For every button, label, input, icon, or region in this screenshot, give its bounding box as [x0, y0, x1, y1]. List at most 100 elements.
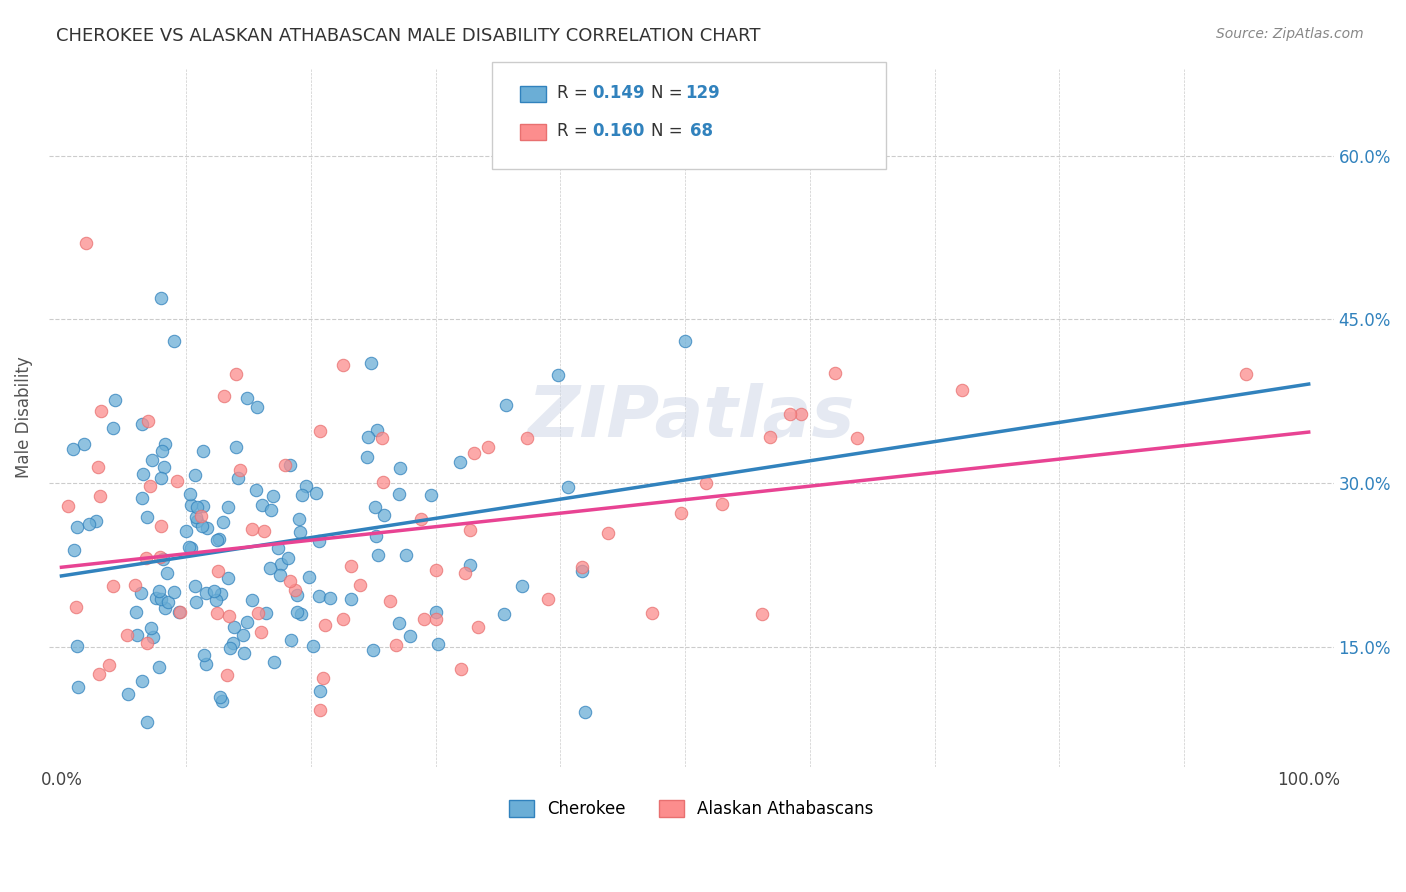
- Alaskan Athabascans: [845, 431, 868, 445]
- Cherokee: [245, 483, 267, 497]
- Cherokee: [240, 593, 263, 607]
- Alaskan Athabascans: [218, 609, 240, 624]
- Cherokee: [233, 647, 256, 661]
- Alaskan Athabascans: [65, 599, 87, 614]
- Alaskan Athabascans: [124, 578, 146, 592]
- Cherokee: [285, 588, 308, 602]
- Cherokee: [104, 393, 127, 408]
- Cherokee: [62, 542, 84, 557]
- Cherokee: [131, 491, 153, 506]
- Cherokee: [141, 621, 163, 635]
- Cherokee: [360, 356, 382, 370]
- Alaskan Athabascans: [477, 441, 499, 455]
- Cherokee: [180, 498, 202, 512]
- Alaskan Athabascans: [135, 635, 157, 649]
- Text: R =: R =: [557, 122, 593, 140]
- Cherokee: [837, 149, 859, 163]
- Cherokee: [363, 642, 385, 657]
- Cherokee: [149, 592, 172, 607]
- Alaskan Athabascans: [380, 593, 402, 607]
- Alaskan Athabascans: [308, 703, 330, 717]
- Alaskan Athabascans: [169, 605, 191, 619]
- Cherokee: [136, 714, 159, 729]
- Alaskan Athabascans: [312, 671, 335, 685]
- Cherokee: [186, 500, 208, 514]
- Alaskan Athabascans: [711, 497, 734, 511]
- Alaskan Athabascans: [332, 358, 354, 372]
- Cherokee: [356, 450, 378, 465]
- Cherokee: [136, 510, 159, 524]
- Alaskan Athabascans: [101, 579, 124, 593]
- Alaskan Athabascans: [90, 403, 112, 417]
- Cherokee: [156, 594, 179, 608]
- Cherokee: [495, 398, 517, 412]
- Alaskan Athabascans: [314, 618, 336, 632]
- Cherokee: [260, 502, 283, 516]
- Cherokee: [226, 471, 249, 485]
- Cherokee: [387, 487, 409, 501]
- Cherokee: [277, 550, 299, 565]
- Alaskan Athabascans: [240, 522, 263, 536]
- Cherokee: [73, 436, 96, 450]
- Cherokee: [183, 468, 205, 483]
- Alaskan Athabascans: [135, 551, 157, 566]
- Cherokee: [191, 519, 214, 533]
- Alaskan Athabascans: [349, 578, 371, 592]
- Cherokee: [145, 591, 167, 605]
- Cherokee: [364, 500, 387, 514]
- Cherokee: [295, 478, 318, 492]
- Cherokee: [280, 633, 302, 648]
- Cherokee: [208, 532, 231, 546]
- Cherokee: [141, 453, 163, 467]
- Alaskan Athabascans: [75, 235, 97, 250]
- Cherokee: [194, 657, 217, 671]
- Cherokee: [208, 690, 231, 704]
- Alaskan Athabascans: [409, 512, 432, 526]
- Cherokee: [149, 471, 172, 485]
- Alaskan Athabascans: [371, 431, 394, 445]
- Alaskan Athabascans: [139, 478, 162, 492]
- Cherokee: [319, 591, 342, 605]
- Alaskan Athabascans: [454, 566, 477, 581]
- Cherokee: [163, 584, 186, 599]
- Cherokee: [222, 620, 245, 634]
- Alaskan Athabascans: [87, 460, 110, 475]
- Alaskan Athabascans: [87, 666, 110, 681]
- Cherokee: [202, 583, 225, 598]
- Cherokee: [66, 639, 89, 653]
- Cherokee: [395, 548, 418, 562]
- Cherokee: [259, 561, 281, 575]
- Alaskan Athabascans: [98, 657, 121, 672]
- Alaskan Athabascans: [212, 389, 235, 403]
- Alaskan Athabascans: [229, 463, 252, 477]
- Cherokee: [510, 579, 533, 593]
- Cherokee: [425, 605, 447, 619]
- Cherokee: [217, 571, 239, 585]
- Alaskan Athabascans: [695, 475, 717, 490]
- Cherokee: [427, 637, 450, 651]
- Cherokee: [195, 521, 218, 535]
- Cherokee: [125, 628, 148, 642]
- Cherokee: [305, 486, 328, 500]
- Cherokee: [547, 368, 569, 383]
- Cherokee: [155, 601, 177, 615]
- Alaskan Athabascans: [150, 518, 173, 533]
- Text: 0.160: 0.160: [592, 122, 644, 140]
- Cherokee: [285, 605, 308, 619]
- Cherokee: [148, 659, 170, 673]
- Cherokee: [176, 524, 198, 539]
- Text: N =: N =: [651, 84, 688, 102]
- Cherokee: [186, 514, 208, 528]
- Alaskan Athabascans: [537, 591, 560, 606]
- Cherokee: [132, 467, 155, 482]
- Alaskan Athabascans: [207, 565, 229, 579]
- Cherokee: [205, 593, 228, 607]
- Cherokee: [262, 489, 284, 503]
- Alaskan Athabascans: [463, 446, 485, 460]
- Cherokee: [288, 511, 311, 525]
- Alaskan Athabascans: [215, 668, 238, 682]
- Alaskan Athabascans: [253, 524, 276, 539]
- Cherokee: [367, 548, 389, 562]
- Alaskan Athabascans: [641, 606, 664, 620]
- Cherokee: [66, 520, 89, 534]
